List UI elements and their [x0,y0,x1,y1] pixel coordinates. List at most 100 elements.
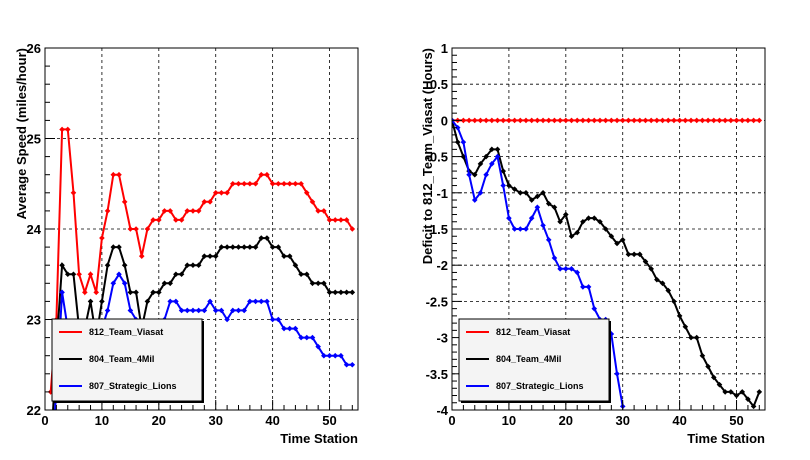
data-point [184,208,191,214]
data-point [173,271,179,278]
data-point [167,298,173,305]
data-point [144,226,151,232]
data-point [750,117,757,124]
x-axis [44,400,353,410]
data-point [104,307,111,314]
x-tick-label: 20 [559,413,573,428]
data-point [699,352,706,359]
data-point [230,307,236,314]
data-point [688,117,694,124]
data-point [332,289,339,296]
data-point [201,253,208,259]
y-tick-label: -0.5 [426,150,448,165]
data-point [506,215,512,221]
data-point [557,218,563,225]
data-point [625,117,632,124]
data-point [619,117,626,124]
data-point [286,180,293,187]
data-point [614,240,620,247]
y-tick-label: -2 [436,258,448,273]
data-point [705,117,711,124]
data-point [648,117,654,124]
data-point [500,168,507,174]
data-point [321,208,327,214]
y-axis [452,47,462,411]
data-point [568,117,575,124]
data-point [286,253,293,259]
y-tick-label: -3 [436,331,448,346]
y-tick-label: -2.5 [426,294,448,309]
data-point [574,269,580,276]
data-point [540,222,546,229]
y-tick-label: 0 [441,113,448,128]
x-tick-label: 30 [615,413,629,428]
data-point [156,289,162,296]
data-point [619,237,626,243]
data-point [574,117,580,124]
data-point [201,307,208,314]
data-point [298,334,304,341]
data-point [224,316,230,323]
series-812_Team_Viasat [452,117,763,124]
data-point [241,307,247,314]
data-point [585,284,592,290]
data-point [70,271,77,278]
data-point [195,262,202,268]
data-point [665,287,672,294]
data-point [156,217,162,223]
data-point [545,237,552,243]
data-point [494,153,501,160]
x-tick-label: 40 [672,413,686,428]
data-point [281,325,287,332]
data-point [688,334,694,341]
legend-label: 812_Team_Viasat [89,327,163,337]
data-point [332,217,339,223]
data-point [121,199,128,205]
data-point [489,117,495,124]
data-point [110,244,117,250]
data-point [247,298,253,305]
data-point [477,190,484,196]
data-point [99,298,105,305]
data-point [483,117,489,124]
data-point [534,117,541,124]
data-point [551,117,558,124]
data-point [321,352,327,359]
data-point [574,229,580,236]
series-807_Strategic_Lions [452,117,626,410]
data-point [218,244,225,250]
data-point [545,200,552,207]
data-point [494,146,501,153]
data-point [207,253,213,259]
data-point [104,262,111,268]
x-tick-label: 50 [729,413,743,428]
data-point [671,298,677,305]
data-point [247,180,253,187]
data-point [563,266,569,272]
data-point [563,211,569,218]
data-point [540,190,546,196]
data-point [591,215,598,221]
data-point [247,244,253,250]
series-layer [452,117,763,410]
data-point [460,153,467,160]
data-point [693,334,700,341]
y-tick-label: 1 [441,41,448,56]
data-point [500,182,507,189]
data-point [281,253,287,259]
data-point [631,251,637,258]
chart-panel-1: 0 10 20 30 40 50 22 23 24 25 26 Time Station Average… [14,41,359,446]
data-point [264,298,270,305]
data-point [665,117,672,124]
data-point [298,271,304,278]
legend-label: 807_Strategic_Lions [496,381,584,391]
data-point [235,307,242,314]
data-point [511,186,518,192]
legend-label: 807_Strategic_Lions [89,381,177,391]
data-point [654,276,660,283]
data-point [207,298,213,305]
data-point [230,244,236,250]
data-point [190,208,196,214]
data-point [540,117,546,124]
data-point [161,280,168,287]
